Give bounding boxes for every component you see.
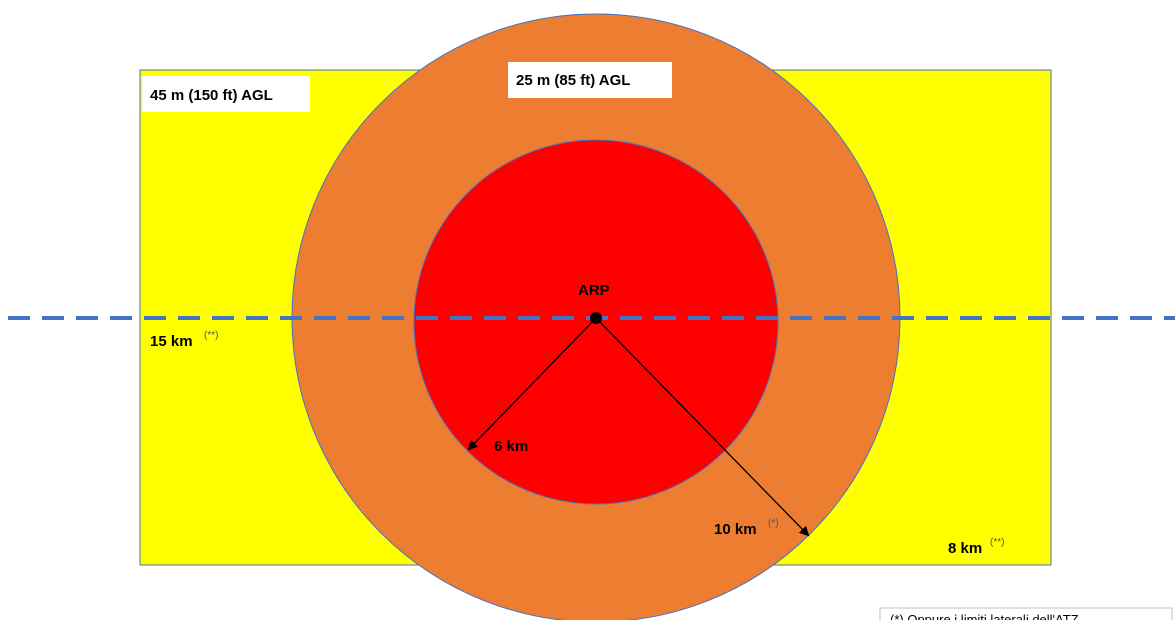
middle-radius-footnote-mark: (*) (768, 518, 779, 529)
inner-radius-arrow (467, 317, 597, 451)
footnote-box (879, 607, 1173, 620)
footnote-text: (*) Oppure i limiti laterali dell'ATZ (890, 612, 1079, 620)
outer-height-label: 45 m (150 ft) AGL (150, 87, 273, 104)
arp-center-dot (590, 312, 602, 324)
middle-height-label: 25 m (85 ft) AGL (516, 72, 630, 89)
left-extent-footnote-mark: (**) (204, 330, 218, 341)
middle-radius-label: 10 km (714, 521, 757, 538)
middle-height-label-box (508, 62, 672, 98)
lateral-extent-label: 8 km (948, 540, 982, 557)
outer-height-label-box (142, 76, 310, 112)
arp-label: ARP (578, 282, 610, 299)
left-extent-label: 15 km (150, 333, 193, 350)
middle-radius-arrow (595, 317, 810, 537)
inner-radius-label: 6 km (494, 438, 528, 455)
lateral-extent-footnote-mark: (**) (990, 537, 1004, 548)
